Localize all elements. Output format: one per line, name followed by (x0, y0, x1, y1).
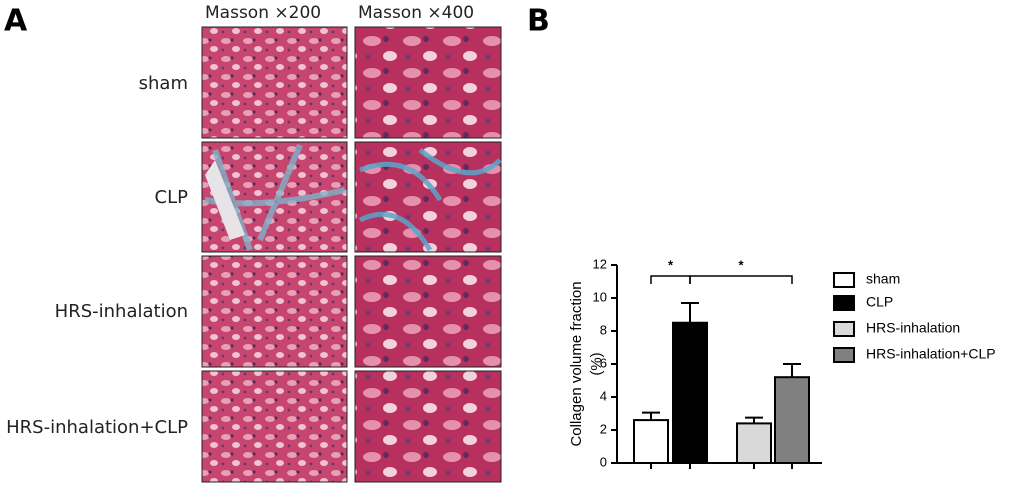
panel-label: A (4, 4, 28, 39)
row-label: sham (139, 73, 188, 94)
significance-bracket (689, 275, 793, 284)
row-label: CLP (155, 187, 189, 208)
legend-label: HRS-inhalation+CLP (866, 346, 996, 362)
y-axis-label: Collagen volume fraction (568, 281, 585, 446)
column-header: Masson ×400 (358, 3, 474, 23)
y-tick-label: 12 (593, 256, 607, 271)
legend-swatch (833, 272, 855, 288)
y-tick-label: 6 (600, 355, 607, 370)
panel-label: B (527, 4, 550, 39)
legend-swatch (833, 321, 855, 337)
y-axis-label: (%) (588, 352, 605, 375)
y-tick-label: 2 (600, 421, 607, 436)
legend-label: sham (866, 271, 900, 287)
row-label: HRS-inhalation (55, 301, 188, 322)
significance-label: * (738, 257, 744, 272)
legend-swatch (833, 295, 855, 311)
significance-bracket (650, 275, 691, 284)
bar (633, 419, 669, 465)
column-header: Masson ×200 (205, 3, 321, 23)
significance-label: * (668, 257, 674, 272)
bar (672, 321, 708, 464)
micrographs (201, 26, 502, 483)
y-tick-label: 4 (600, 388, 607, 403)
legend-label: CLP (866, 294, 893, 310)
y-tick-label: 0 (600, 454, 607, 469)
legend-label: HRS-inhalation (866, 320, 960, 336)
y-tick-label: 8 (600, 322, 607, 337)
row-label: HRS-inhalation+CLP (6, 417, 188, 438)
bar (736, 422, 772, 464)
y-tick-label: 10 (593, 289, 607, 304)
bar (774, 376, 810, 465)
legend-swatch (833, 347, 855, 363)
